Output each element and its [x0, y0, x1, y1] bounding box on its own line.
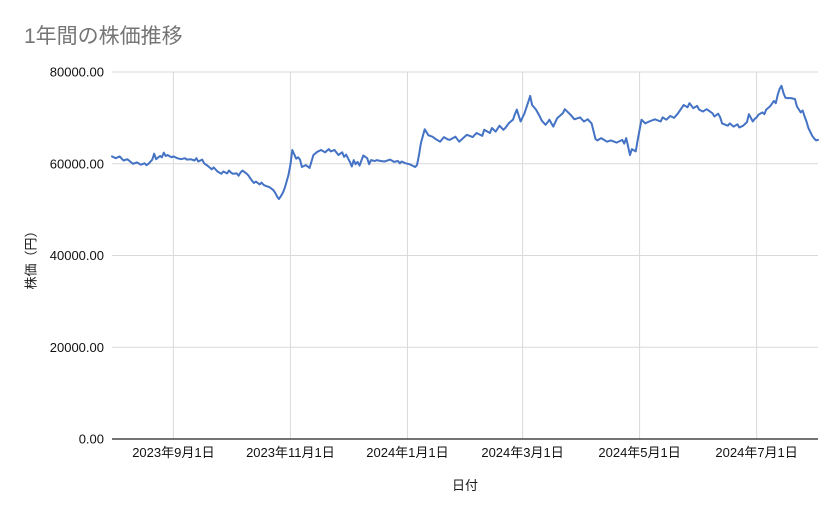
y-tick-label: 80000.00: [50, 65, 104, 80]
chart-title: 1年間の株価推移: [24, 25, 183, 48]
y-tick-label: 40000.00: [50, 248, 104, 263]
y-tick-label: 20000.00: [50, 340, 104, 355]
y-axis-title: 株価（円）: [23, 224, 39, 290]
y-tick-label: 0.00: [79, 432, 104, 447]
x-tick-label: 2024年3月1日: [481, 445, 563, 460]
x-tick-label: 2024年7月1日: [715, 445, 797, 460]
x-tick-label: 2024年1月1日: [366, 445, 448, 460]
x-tick-label: 2024年5月1日: [598, 445, 680, 460]
y-tick-label: 60000.00: [50, 156, 104, 171]
price-line-series: [111, 84, 819, 201]
x-tick-label: 2023年11月1日: [246, 445, 335, 460]
x-axis-title: 日付: [451, 478, 479, 493]
x-tick-label: 2023年9月1日: [132, 445, 214, 460]
